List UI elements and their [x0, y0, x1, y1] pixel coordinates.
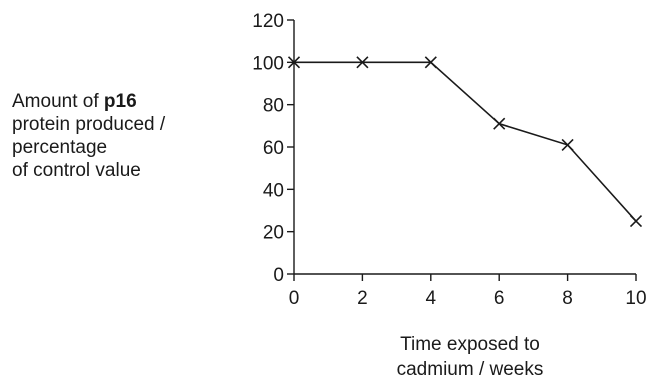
y-axis-label-protein: p16: [103, 91, 137, 112]
y-tick-label-0: 0: [273, 265, 284, 286]
y-axis-label-line-3: percentage: [12, 137, 108, 158]
data-point-x2: [356, 56, 369, 69]
marker-stroke-b: [287, 56, 301, 69]
data-point-x6: [493, 117, 506, 130]
y-axis-label-prefix: Amount of: [12, 91, 104, 112]
x-tick-label-2: 2: [357, 288, 368, 309]
data-series: [294, 61, 637, 222]
x-tick-label-4: 4: [426, 288, 437, 309]
marker-stroke-b: [424, 56, 437, 69]
y-tick-label-60: 60: [263, 138, 284, 159]
x-tick-label-10: 10: [625, 288, 646, 309]
y-axis-label-line-2: protein produced /: [12, 114, 166, 135]
x-tick-label-8: 8: [562, 288, 573, 309]
y-tick-label-20: 20: [263, 223, 284, 244]
y-axis-label: Amount of p16 protein produced / percent…: [12, 90, 165, 182]
data-markers: [287, 56, 643, 228]
x-tick-label-0: 0: [289, 288, 300, 309]
y-tick-label-100: 100: [252, 53, 284, 74]
data-point-x10: [629, 215, 643, 228]
chart-axes: 0 20 40 60 80 100 120 0 2 4 6 8 10: [252, 11, 646, 309]
x-axis-label: Time exposed to cadmium / weeks: [370, 332, 570, 382]
marker-stroke-b: [493, 117, 506, 130]
marker-stroke-b: [561, 138, 574, 151]
x-axis-label-line-1: Time exposed to: [400, 334, 540, 355]
marker-stroke-b: [356, 56, 369, 69]
y-axis-label-line-4: of control value: [12, 160, 141, 181]
data-point-x8: [561, 138, 574, 151]
marker-stroke-b: [629, 215, 643, 228]
y-tick-label-120: 120: [252, 11, 284, 32]
y-tick-label-80: 80: [263, 96, 284, 117]
data-point-x0: [287, 56, 301, 69]
y-tick-label-40: 40: [263, 180, 284, 201]
x-axis-label-line-2: cadmium / weeks: [396, 359, 544, 380]
series-line-0: [294, 61, 637, 222]
x-tick-label-6: 6: [494, 288, 505, 309]
y-axis-label-line-1: Amount of p16: [12, 90, 165, 113]
data-point-x4: [424, 56, 437, 69]
